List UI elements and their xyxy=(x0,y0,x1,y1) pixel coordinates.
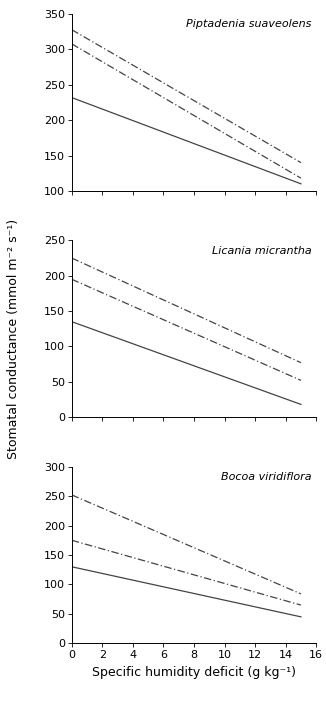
Text: Bocoa viridiflora: Bocoa viridiflora xyxy=(221,472,311,482)
Text: Licania micrantha: Licania micrantha xyxy=(212,246,311,256)
Text: Piptadenia suaveolens: Piptadenia suaveolens xyxy=(186,19,311,30)
Text: Stomatal conductance (mmol m⁻² s⁻¹): Stomatal conductance (mmol m⁻² s⁻¹) xyxy=(7,219,20,460)
X-axis label: Specific humidity deficit (g kg⁻¹): Specific humidity deficit (g kg⁻¹) xyxy=(92,666,296,679)
